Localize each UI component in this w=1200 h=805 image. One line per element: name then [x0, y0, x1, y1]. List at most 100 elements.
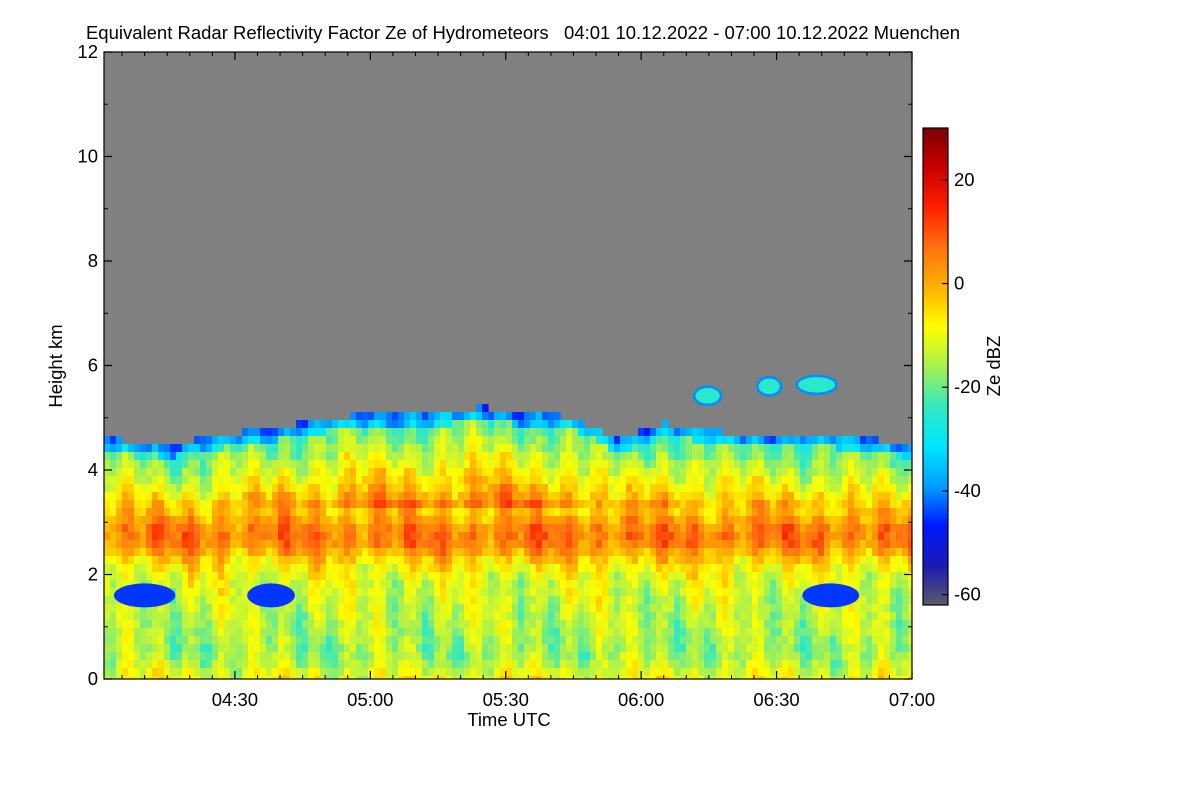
reflectivity-cell	[320, 516, 327, 525]
reflectivity-cell	[884, 532, 891, 541]
reflectivity-cell	[356, 468, 363, 477]
reflectivity-cell	[734, 564, 741, 573]
reflectivity-cell	[494, 436, 501, 445]
reflectivity-cell	[248, 452, 255, 461]
reflectivity-cell	[632, 548, 639, 557]
reflectivity-cell	[248, 540, 255, 549]
reflectivity-cell	[626, 668, 633, 677]
reflectivity-cell	[440, 556, 447, 565]
reflectivity-cell	[812, 548, 819, 557]
reflectivity-cell	[248, 476, 255, 485]
reflectivity-cell	[374, 412, 381, 421]
reflectivity-cell	[722, 580, 729, 589]
reflectivity-cell	[890, 636, 897, 645]
reflectivity-cell	[380, 500, 387, 509]
reflectivity-cell	[584, 444, 591, 453]
reflectivity-cell	[296, 532, 303, 541]
reflectivity-cell	[434, 668, 441, 677]
reflectivity-cell	[458, 468, 465, 477]
reflectivity-cell	[302, 524, 309, 533]
reflectivity-cell	[206, 572, 213, 581]
reflectivity-cell	[338, 452, 345, 461]
reflectivity-cell	[260, 628, 267, 637]
reflectivity-cell	[176, 468, 183, 477]
reflectivity-cell	[908, 452, 912, 461]
reflectivity-cell	[692, 628, 699, 637]
reflectivity-cell	[344, 420, 351, 429]
reflectivity-cell	[542, 540, 549, 549]
reflectivity-cell	[788, 596, 795, 605]
reflectivity-cell	[410, 532, 417, 541]
reflectivity-cell	[506, 644, 513, 653]
reflectivity-cell	[122, 636, 129, 645]
reflectivity-cell	[716, 524, 723, 533]
reflectivity-cell	[488, 620, 495, 629]
reflectivity-cell	[524, 572, 531, 581]
reflectivity-cell	[758, 652, 765, 661]
reflectivity-cell	[602, 596, 609, 605]
reflectivity-cell	[662, 676, 669, 679]
reflectivity-cell	[620, 628, 627, 637]
reflectivity-cell	[326, 508, 333, 517]
reflectivity-cell	[572, 492, 579, 501]
reflectivity-cell	[482, 516, 489, 525]
reflectivity-cell	[104, 636, 111, 645]
reflectivity-cell	[488, 628, 495, 637]
reflectivity-cell	[716, 596, 723, 605]
reflectivity-cell	[740, 484, 747, 493]
reflectivity-cell	[380, 628, 387, 637]
reflectivity-cell	[140, 516, 147, 525]
reflectivity-cell	[524, 460, 531, 469]
reflectivity-cell	[296, 636, 303, 645]
reflectivity-cell	[176, 524, 183, 533]
reflectivity-cell	[464, 580, 471, 589]
reflectivity-cell	[122, 492, 129, 501]
reflectivity-cell	[842, 556, 849, 565]
reflectivity-cell	[788, 452, 795, 461]
reflectivity-cell	[320, 636, 327, 645]
reflectivity-cell	[290, 612, 297, 621]
reflectivity-cell	[614, 444, 621, 453]
reflectivity-cell	[746, 564, 753, 573]
reflectivity-cell	[830, 484, 837, 493]
reflectivity-cell	[488, 436, 495, 445]
reflectivity-cell	[680, 436, 687, 445]
reflectivity-cell	[650, 620, 657, 629]
reflectivity-cell	[410, 580, 417, 589]
reflectivity-cell	[890, 628, 897, 637]
reflectivity-cell	[218, 540, 225, 549]
reflectivity-cell	[428, 444, 435, 453]
reflectivity-cell	[890, 604, 897, 613]
reflectivity-cell	[692, 500, 699, 509]
reflectivity-cell	[284, 604, 291, 613]
reflectivity-cell	[326, 644, 333, 653]
plot-area	[104, 52, 912, 679]
reflectivity-cell	[206, 548, 213, 557]
reflectivity-cell	[764, 444, 771, 453]
reflectivity-cell	[596, 572, 603, 581]
reflectivity-cell	[518, 508, 525, 517]
reflectivity-cell	[650, 484, 657, 493]
reflectivity-cell	[896, 556, 903, 565]
reflectivity-cell	[284, 668, 291, 677]
reflectivity-cell	[524, 420, 531, 429]
reflectivity-cell	[284, 460, 291, 469]
reflectivity-cell	[644, 540, 651, 549]
reflectivity-cell	[872, 636, 879, 645]
reflectivity-cell	[578, 460, 585, 469]
reflectivity-cell	[662, 476, 669, 485]
reflectivity-cell	[758, 564, 765, 573]
reflectivity-cell	[728, 444, 735, 453]
reflectivity-cell	[860, 484, 867, 493]
reflectivity-cell	[770, 596, 777, 605]
reflectivity-cell	[704, 652, 711, 661]
reflectivity-cell	[584, 508, 591, 517]
reflectivity-cell	[200, 588, 207, 597]
reflectivity-cell	[170, 532, 177, 541]
reflectivity-cell	[770, 612, 777, 621]
reflectivity-cell	[650, 588, 657, 597]
reflectivity-cell	[140, 508, 147, 517]
reflectivity-cell	[842, 460, 849, 469]
reflectivity-cell	[560, 564, 567, 573]
reflectivity-cell	[182, 516, 189, 525]
